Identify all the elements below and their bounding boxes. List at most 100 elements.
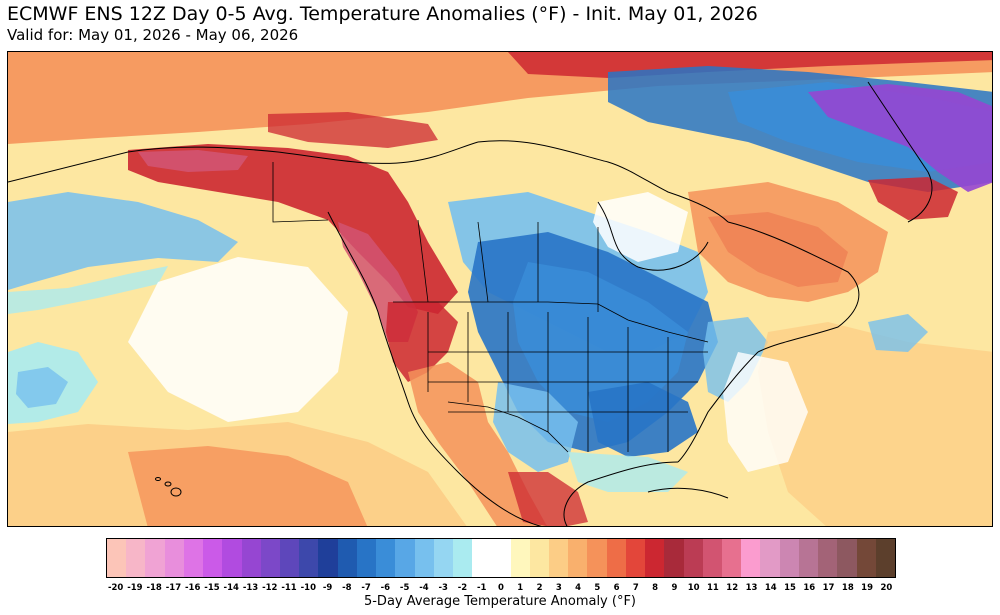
north-pacific-cool	[8, 192, 238, 290]
colorbar-swatch	[606, 539, 626, 577]
colorbar-tick-label: 19	[861, 583, 874, 593]
us-state-lines	[427, 312, 708, 452]
arctic-islands-warm	[868, 177, 958, 220]
colorbar-tick-label: 16	[803, 583, 816, 593]
hudson-bay-coast	[597, 201, 709, 271]
colorbar-tick-label: 12	[726, 583, 739, 593]
valid-period: Valid for: May 01, 2026 - May 06, 2026	[7, 26, 299, 44]
colorbar-swatch	[702, 539, 722, 577]
colorbar-tick-label: -4	[419, 583, 429, 593]
colorbar-swatch	[164, 539, 184, 577]
colorbar-label: 5-Day Average Temperature Anomaly (°F)	[363, 594, 637, 609]
pacific-coast	[327, 211, 542, 526]
colorbar-swatch	[203, 539, 223, 577]
colorbar-swatch	[126, 539, 146, 577]
colorbar-swatch	[376, 539, 396, 577]
colorbar-swatch	[491, 539, 511, 577]
anomaly-map-svg	[8, 52, 992, 526]
colorbar-tick-label: 3	[555, 583, 562, 593]
colorbar-tick-label: -18	[146, 583, 162, 593]
colorbar-tick-label: 8	[652, 583, 659, 593]
colorbar-swatch	[587, 539, 607, 577]
colorbar-tick-label: 13	[745, 583, 758, 593]
colorbar-swatch	[760, 539, 780, 577]
arctic-strong-warm-west	[268, 112, 438, 148]
colorbar-tick-label: 18	[841, 583, 854, 593]
colorbar-tick-label: 20	[880, 583, 893, 593]
colorbar-tick-label: -15	[204, 583, 220, 593]
alaska-extreme-warm	[138, 150, 248, 172]
colorbar-swatch	[395, 539, 415, 577]
labrador-moderate-warm	[688, 182, 888, 302]
colorbar-tick-label: -8	[342, 583, 352, 593]
hawaii-maui	[164, 481, 172, 487]
colorbar-tick-label: -17	[165, 583, 182, 593]
west-us-strong-warm	[386, 302, 458, 382]
greenland-coast	[867, 81, 933, 223]
us-mexico-border	[447, 401, 569, 453]
arctic-extreme-cool	[808, 84, 992, 192]
colorbar-tick-label: -20	[107, 583, 124, 593]
colorbar-swatch	[241, 539, 261, 577]
colorbar-swatch	[472, 539, 492, 577]
colorbar-swatch	[837, 539, 857, 577]
colorbar-tick-label: 1	[517, 583, 524, 593]
arctic-coast	[477, 140, 729, 223]
coastlines	[8, 81, 933, 526]
gulf-slight-cool	[568, 452, 688, 492]
labrador-coast	[727, 221, 860, 353]
colorbar-swatch	[856, 539, 876, 577]
colorbar-swatch	[664, 539, 684, 577]
colorbar-swatch	[529, 539, 550, 577]
cuba-coast	[647, 487, 729, 499]
colorbar-swatch	[183, 539, 204, 577]
colorbar-tick-label: 2	[536, 583, 543, 593]
colorbar-tick-label: 17	[822, 583, 835, 593]
southeast-extreme-cool	[588, 382, 698, 457]
east-pacific-mild-cool	[16, 367, 68, 408]
colorbar-tick-label: 7	[632, 583, 639, 593]
colorbar-swatch	[299, 539, 319, 577]
alaska-coast	[8, 141, 479, 183]
colorbar-swatch	[818, 539, 838, 577]
texas-cool	[493, 382, 578, 472]
colorbar-swatch	[260, 539, 280, 577]
east-coast	[677, 351, 759, 463]
colorbar-ticks: -20 -19 -18 -17 -16 -15 -14 -13 -12 -11 -10 -9 -8 -7-…	[106, 583, 896, 595]
colorbar-swatch	[875, 539, 895, 577]
colorbar-swatch	[510, 539, 530, 577]
colorbar-swatch	[318, 539, 338, 577]
colorbar-tick-label: -19	[127, 583, 143, 593]
central-pacific-neutral	[128, 257, 348, 422]
hawaii-big-island	[170, 487, 182, 497]
colorbar-swatch	[107, 539, 127, 577]
mexico-strong-warm	[508, 472, 588, 526]
colorbar-tick-label: -11	[281, 583, 297, 593]
colorbar	[106, 538, 896, 580]
colorbar-tick-label: -7	[361, 583, 371, 593]
colorbar-swatch	[645, 539, 665, 577]
colorbar-swatch	[222, 539, 242, 577]
colorbar-tick-label: -16	[185, 583, 201, 593]
colorbar-swatch	[625, 539, 646, 577]
colorbar-swatch	[683, 539, 703, 577]
colorbar-swatch	[356, 539, 377, 577]
colorbar-tick-label: 10	[687, 583, 700, 593]
hudson-neutral	[593, 192, 688, 262]
colorbar-swatch	[337, 539, 357, 577]
colorbar-tick-label: -9	[322, 583, 333, 593]
atlantic-mild-warm	[758, 322, 992, 526]
colorbar-tick-label: -2	[457, 583, 468, 593]
colorbar-tick-label: -10	[300, 583, 316, 593]
hawaii-oahu	[155, 477, 161, 481]
colorbar-swatch	[741, 539, 761, 577]
borders	[272, 162, 709, 453]
colorbar-swatch	[722, 539, 742, 577]
subtropical-pacific-moderate-warm	[128, 446, 368, 526]
colorbar-swatch	[779, 539, 799, 577]
colorbar-swatch	[279, 539, 300, 577]
atlantic-neutral	[723, 352, 808, 472]
colorbar-tick-label: 11	[707, 583, 719, 593]
colorbar-tick-label: 9	[671, 583, 678, 593]
colorbar-swatch	[433, 539, 453, 577]
